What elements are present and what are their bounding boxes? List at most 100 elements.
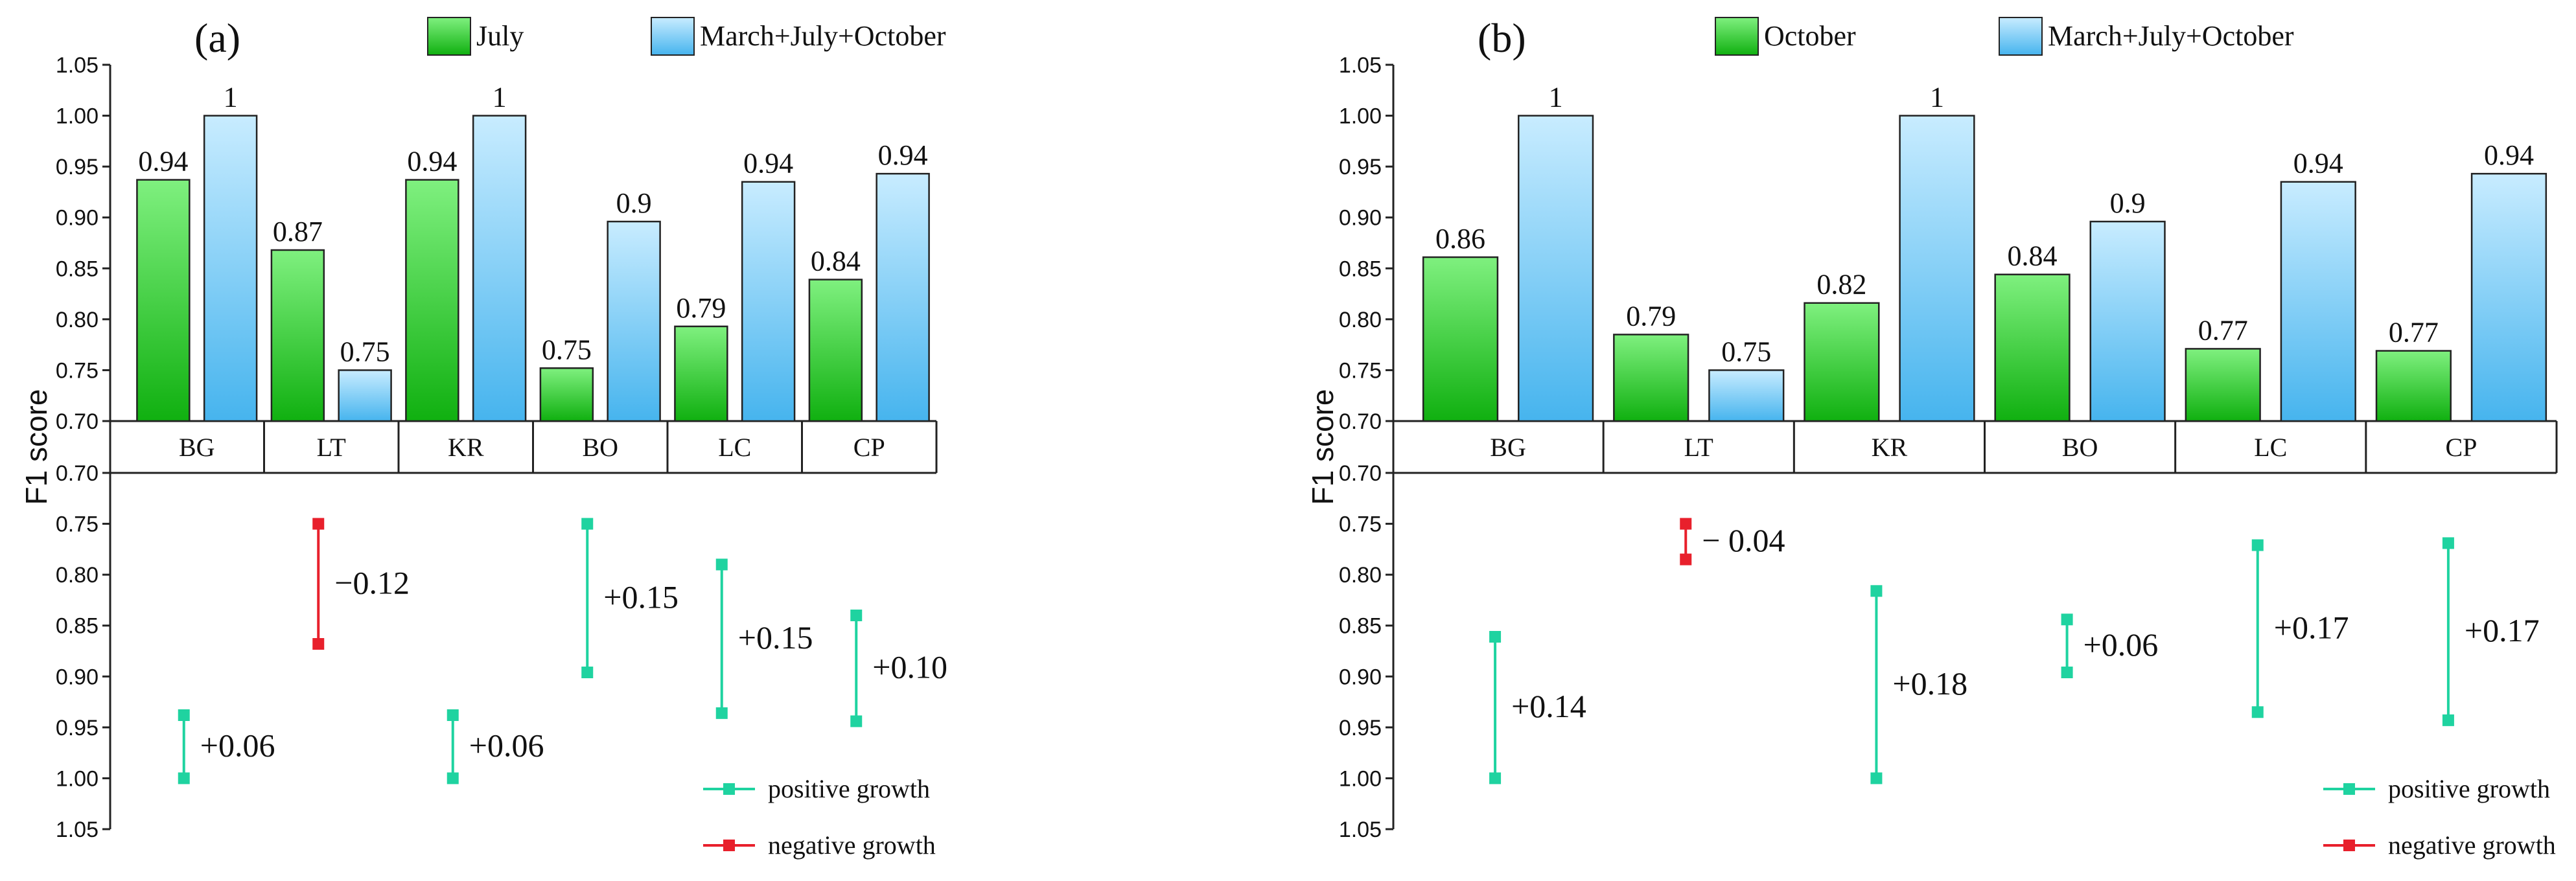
bar-value-label: 0.75 bbox=[542, 334, 592, 365]
difference-marker bbox=[447, 772, 459, 784]
y-tick-label-top: 0.95 bbox=[1339, 155, 1382, 179]
y-tick-label-bottom: 0.95 bbox=[1339, 716, 1382, 740]
bar-series-2 bbox=[2470, 172, 2547, 422]
difference-label: +0.15 bbox=[738, 619, 813, 656]
difference-label: +0.17 bbox=[2465, 612, 2540, 648]
y-tick-label-top: 1.00 bbox=[56, 104, 99, 129]
difference-marker bbox=[312, 638, 325, 650]
difference-marker bbox=[1489, 631, 1502, 643]
panel-b: 0.70 0.75 0.80 0.85 0.90 0.95 1.00 1.05 0.70 0.75… bbox=[1306, 15, 2558, 860]
y-tick-label-bottom: 1.00 bbox=[56, 766, 99, 791]
difference-label: −0.12 bbox=[334, 564, 410, 601]
category-label: BG bbox=[179, 433, 215, 462]
bar-series-2 bbox=[741, 181, 796, 422]
category-label: BO bbox=[2062, 433, 2098, 462]
bar-value-label: 0.86 bbox=[1435, 223, 1485, 255]
category-label: KR bbox=[1872, 433, 1908, 462]
bar-value-label: 0.84 bbox=[811, 246, 861, 277]
y-tick-label-top: 0.85 bbox=[1339, 257, 1382, 281]
legend-positive-label: positive growth bbox=[2388, 774, 2550, 803]
y-tick-label-top: 0.80 bbox=[1339, 308, 1382, 332]
difference-marker bbox=[1489, 772, 1502, 784]
difference-marker bbox=[2251, 706, 2264, 718]
y-tick-label-bottom: 0.70 bbox=[1339, 461, 1382, 486]
bar-series-2 bbox=[472, 115, 527, 422]
bar-value-label: 1 bbox=[1930, 82, 1944, 113]
bar-value-label: 0.77 bbox=[2389, 317, 2439, 349]
bar-series-1 bbox=[270, 249, 325, 422]
y-tick-label-top: 0.90 bbox=[56, 206, 99, 231]
category-label: CP bbox=[853, 433, 885, 462]
legend-positive-marker bbox=[2343, 783, 2355, 795]
legend-label-series-1: October bbox=[1764, 20, 1856, 52]
legend-positive-label: positive growth bbox=[768, 774, 930, 803]
difference-marker bbox=[2442, 537, 2454, 549]
y-tick-label-bottom: 0.85 bbox=[56, 614, 99, 639]
y-tick-label-bottom: 0.90 bbox=[56, 665, 99, 689]
difference-label: +0.06 bbox=[2083, 626, 2159, 663]
difference-marker bbox=[178, 772, 190, 784]
legend-label-series-2: March+July+October bbox=[2048, 20, 2294, 52]
bar-value-label: 0.94 bbox=[2484, 139, 2534, 171]
panel-a: 0.70 0.75 0.80 0.85 0.90 0.95 1.00 1.05 0.70 0.75… bbox=[19, 15, 947, 860]
bar-value-label: 1 bbox=[493, 82, 507, 113]
category-label: BG bbox=[1490, 433, 1526, 462]
difference-label: +0.06 bbox=[469, 727, 544, 764]
bar-series-2 bbox=[607, 220, 661, 422]
legend-swatch-series-2 bbox=[1999, 17, 2043, 56]
difference-marker bbox=[447, 709, 459, 721]
y-tick-label-bottom: 0.70 bbox=[56, 461, 99, 486]
bar-series-2 bbox=[338, 369, 392, 422]
bar-series-1 bbox=[674, 325, 728, 422]
y-tick-label-bottom: 0.90 bbox=[1339, 665, 1382, 689]
bar-series-1 bbox=[539, 367, 594, 422]
difference-label: − 0.04 bbox=[1702, 522, 1785, 558]
y-tick-label-top: 0.80 bbox=[56, 308, 99, 332]
y-tick-label-bottom: 0.95 bbox=[56, 716, 99, 740]
difference-marker bbox=[850, 610, 863, 621]
bar-value-label: 0.94 bbox=[2293, 148, 2343, 179]
y-tick-label-top: 1.05 bbox=[1339, 53, 1382, 78]
y-tick-label-top: 0.70 bbox=[1339, 409, 1382, 434]
category-label: BO bbox=[582, 433, 618, 462]
bar-series-1 bbox=[405, 179, 459, 422]
difference-marker bbox=[1870, 585, 1883, 597]
bar-value-label: 0.94 bbox=[743, 148, 793, 179]
difference-marker bbox=[850, 715, 863, 727]
category-label: LC bbox=[718, 433, 751, 462]
difference-marker bbox=[178, 709, 190, 721]
y-tick-label-top: 0.75 bbox=[56, 358, 99, 383]
difference-label: +0.14 bbox=[1511, 688, 1586, 724]
y-tick-label-top: 0.70 bbox=[56, 409, 99, 434]
y-tick-label-top: 0.85 bbox=[56, 257, 99, 281]
bar-series-1 bbox=[808, 279, 863, 422]
difference-label: +0.06 bbox=[200, 727, 275, 764]
y-tick-label-top: 0.90 bbox=[1339, 206, 1382, 231]
bar-series-2 bbox=[203, 115, 258, 422]
category-label: LT bbox=[317, 433, 346, 462]
bar-value-label: 0.75 bbox=[1721, 336, 1771, 367]
legend-swatch-series-1 bbox=[1715, 17, 1759, 56]
bar-series-1 bbox=[1422, 256, 1499, 422]
bar-value-label: 0.9 bbox=[2110, 187, 2146, 219]
difference-label: +0.10 bbox=[872, 649, 947, 685]
difference-marker bbox=[2251, 539, 2264, 551]
bar-series-2 bbox=[876, 172, 930, 422]
bar-series-2 bbox=[2089, 220, 2166, 422]
bar-value-label: 0.94 bbox=[407, 146, 457, 177]
bar-value-label: 0.79 bbox=[1626, 300, 1676, 332]
bar-series-1 bbox=[2375, 350, 2452, 422]
difference-marker bbox=[312, 518, 325, 530]
y-tick-label-top: 0.75 bbox=[1339, 358, 1382, 383]
legend-label-series-2: March+July+October bbox=[700, 20, 946, 52]
category-label: CP bbox=[2445, 433, 2477, 462]
difference-marker bbox=[715, 707, 728, 719]
bar-series-2 bbox=[1518, 115, 1594, 422]
y-tick-label-bottom: 0.80 bbox=[1339, 563, 1382, 588]
bar-series-2 bbox=[1899, 115, 1975, 422]
y-tick-label-bottom: 0.75 bbox=[56, 512, 99, 537]
legend-label-series-1: July bbox=[476, 20, 524, 52]
y-tick-label-bottom: 1.05 bbox=[1339, 818, 1382, 842]
y-tick-label-bottom: 0.85 bbox=[1339, 614, 1382, 639]
